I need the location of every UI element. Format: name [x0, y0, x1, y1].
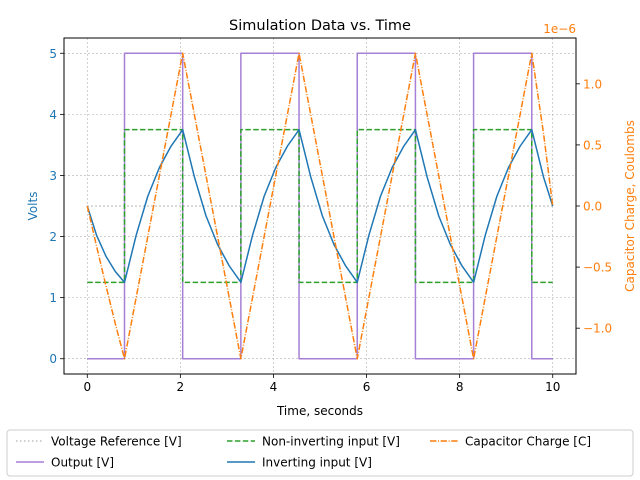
y-tick-label: 2: [49, 230, 57, 244]
x-tick-label: 2: [177, 380, 185, 394]
legend-label: Output [V]: [51, 456, 114, 470]
y2-tick-label: −0.5: [583, 261, 612, 275]
y-axis-left: 0 1 2 3 4 5: [49, 47, 64, 366]
legend: Voltage Reference [V] Output [V] Non-inver…: [6, 429, 634, 477]
x-tick-label: 6: [363, 380, 371, 394]
legend-label: Inverting input [V]: [262, 456, 372, 470]
y-tick-label: 1: [49, 291, 57, 305]
y-tick-label: 0: [49, 352, 57, 366]
y-tick-label: 5: [49, 47, 57, 61]
y2-axis-label: Capacitor Charge, Coulombs: [623, 120, 637, 292]
x-tick-label: 0: [83, 380, 91, 394]
legend-label: Capacitor Charge [C]: [465, 435, 591, 449]
x-tick-label: 10: [545, 380, 560, 394]
y2-tick-label: 0.5: [583, 138, 602, 152]
y2-tick-label: 1.0: [583, 77, 602, 91]
x-tick-label: 4: [270, 380, 278, 394]
y-tick-label: 3: [49, 169, 57, 183]
legend-label: Voltage Reference [V]: [51, 435, 182, 449]
plot-area: [86, 52, 554, 360]
x-tick-label: 8: [456, 380, 464, 394]
y2-tick-label: −1.0: [583, 322, 612, 336]
y2-offset-label: 1e−6: [543, 22, 576, 36]
legend-box: [6, 429, 634, 477]
y2-tick-label: 0.0: [583, 200, 602, 214]
y-axis-label: Volts: [26, 192, 40, 221]
x-axis-label: Time, seconds: [276, 404, 363, 418]
series-line-3: [86, 128, 554, 284]
x-axis: 0 2 4 6 8 10: [83, 374, 560, 394]
chart-title: Simulation Data vs. Time: [229, 18, 411, 34]
y-tick-label: 4: [49, 108, 57, 122]
series-line-2: [87, 128, 553, 284]
series-line-4: [86, 52, 554, 360]
legend-label: Non-inverting input [V]: [262, 435, 400, 449]
series-line-1: [87, 52, 553, 360]
y-axis-right: −1.0 −0.5 0.0 0.5 1.0: [576, 77, 612, 336]
